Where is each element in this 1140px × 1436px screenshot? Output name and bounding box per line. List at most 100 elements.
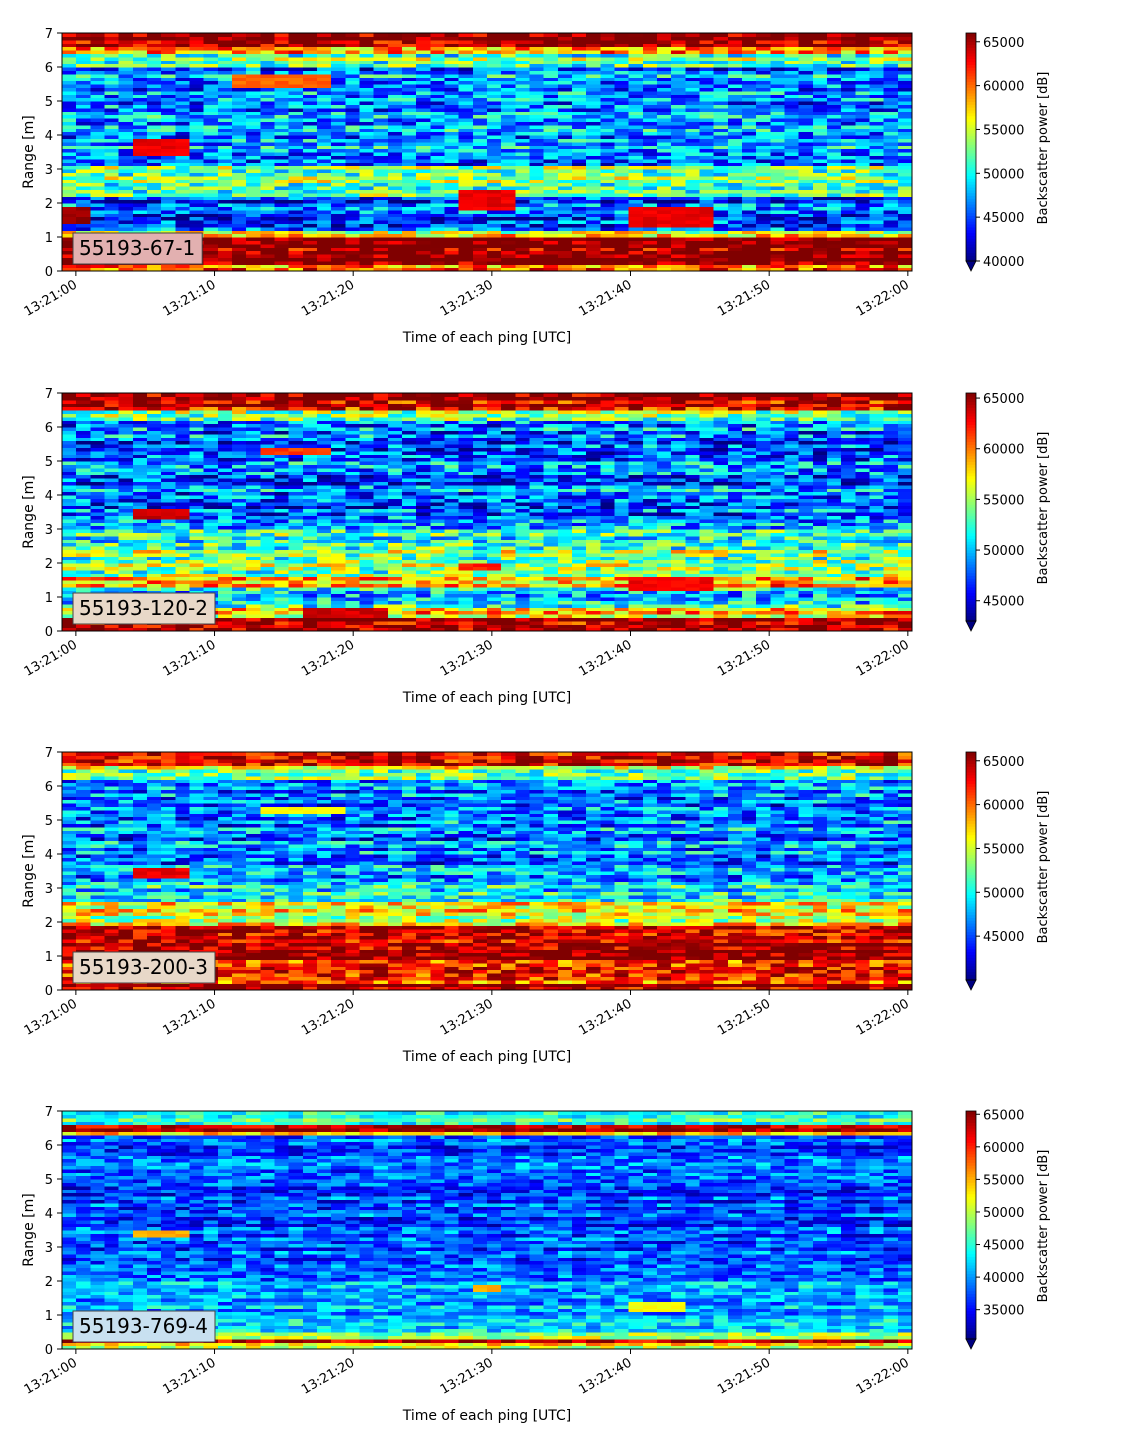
heatmap-cell — [742, 260, 757, 265]
heatmap-cell — [76, 53, 91, 58]
heatmap-cell — [62, 84, 77, 88]
colorbar-label: Backscatter power [dB] — [1036, 72, 1051, 225]
heatmap-cell — [812, 63, 828, 68]
heatmap-cell — [132, 182, 148, 187]
heatmap-cell — [671, 43, 686, 48]
heatmap-cell — [557, 220, 573, 224]
heatmap-cell — [331, 169, 346, 173]
heatmap-cell — [274, 254, 290, 258]
heatmap-cell — [614, 60, 630, 65]
heatmap-cell — [756, 192, 771, 197]
heatmap-cell — [359, 226, 375, 231]
heatmap-cell — [232, 148, 247, 153]
heatmap-cell — [387, 43, 403, 48]
heatmap-cell — [529, 111, 545, 116]
heatmap-cell — [331, 46, 346, 51]
heatmap-cell — [175, 488, 191, 493]
heatmap-cell — [302, 230, 318, 235]
heatmap-cell — [118, 403, 134, 408]
heatmap-cell — [897, 175, 913, 180]
heatmap-cell — [770, 33, 786, 37]
colorbar-segment — [966, 258, 976, 262]
heatmap-cell — [444, 216, 460, 221]
heatmap-cell — [62, 396, 77, 401]
heatmap-cell — [628, 230, 644, 235]
heatmap-cell — [727, 216, 743, 221]
heatmap-cell — [203, 226, 219, 231]
heatmap-cell — [557, 70, 573, 75]
heatmap-cell — [203, 121, 219, 126]
heatmap-cell — [798, 158, 814, 163]
heatmap-cell — [132, 152, 148, 156]
heatmap-cell — [288, 230, 304, 235]
heatmap-cell — [387, 87, 403, 92]
heatmap-cell — [713, 118, 729, 122]
heatmap-cell — [727, 189, 743, 194]
heatmap-cell — [331, 63, 346, 68]
heatmap-cell — [841, 138, 856, 143]
heatmap-cell — [657, 240, 672, 245]
heatmap-cell — [869, 230, 885, 235]
heatmap-cell — [132, 416, 148, 421]
heatmap-cell — [302, 216, 318, 221]
heatmap-cell — [274, 111, 290, 116]
heatmap-cell — [416, 73, 431, 78]
heatmap-cell — [472, 56, 488, 61]
heatmap-cell — [288, 60, 304, 65]
heatmap-cell — [373, 189, 389, 194]
heatmap-cell — [147, 457, 162, 462]
heatmap-cell — [76, 532, 91, 537]
heatmap-cell — [359, 254, 375, 258]
heatmap-cell — [331, 118, 346, 122]
heatmap-cell — [713, 206, 729, 211]
heatmap-cell — [132, 169, 148, 173]
heatmap-cell — [175, 399, 191, 404]
heatmap-cell — [657, 247, 672, 252]
heatmap-cell — [118, 135, 134, 139]
heatmap-cell — [317, 73, 332, 78]
heatmap-cell — [897, 145, 913, 150]
heatmap-cell — [345, 179, 361, 184]
heatmap-cell — [118, 495, 134, 499]
heatmap-cell — [784, 233, 800, 238]
heatmap-cell — [628, 131, 644, 136]
colorbar-segment — [966, 67, 976, 71]
heatmap-cell — [402, 250, 417, 255]
heatmap-cell — [501, 60, 516, 65]
heatmap-cell — [897, 121, 913, 126]
heatmap-cell — [572, 199, 587, 204]
heatmap-cell — [557, 257, 573, 262]
heatmap-cell — [62, 63, 77, 68]
heatmap-cell — [685, 84, 701, 88]
heatmap-cell — [359, 124, 375, 129]
heatmap-cell — [246, 145, 261, 150]
heatmap-cell — [642, 158, 658, 163]
heatmap-cell — [175, 179, 191, 184]
heatmap-cell — [203, 50, 219, 54]
heatmap-cell — [359, 46, 375, 51]
y-tick-label: 1 — [45, 231, 53, 246]
heatmap-cell — [62, 556, 77, 561]
heatmap-cell — [756, 101, 771, 105]
heatmap-cell — [387, 97, 403, 102]
heatmap-cell — [727, 233, 743, 238]
heatmap-cell — [628, 220, 644, 224]
colorbar-segment — [966, 166, 976, 171]
heatmap-cell — [217, 233, 233, 238]
heatmap-cell — [104, 67, 120, 71]
heatmap-cell — [118, 50, 134, 54]
heatmap-cell — [402, 247, 417, 252]
heatmap-cell — [458, 155, 474, 160]
heatmap-cell — [246, 230, 261, 235]
heatmap-cell — [274, 186, 290, 190]
heatmap-cell — [713, 53, 729, 58]
heatmap-cell — [62, 162, 77, 167]
heatmap-cell — [515, 90, 531, 95]
heatmap-cell — [132, 624, 148, 629]
heatmap-cell — [642, 73, 658, 78]
heatmap-cell — [104, 423, 120, 428]
heatmap-cell — [345, 84, 361, 88]
heatmap-cell — [628, 101, 644, 105]
heatmap-cell — [855, 233, 871, 238]
heatmap-cell — [798, 138, 814, 143]
